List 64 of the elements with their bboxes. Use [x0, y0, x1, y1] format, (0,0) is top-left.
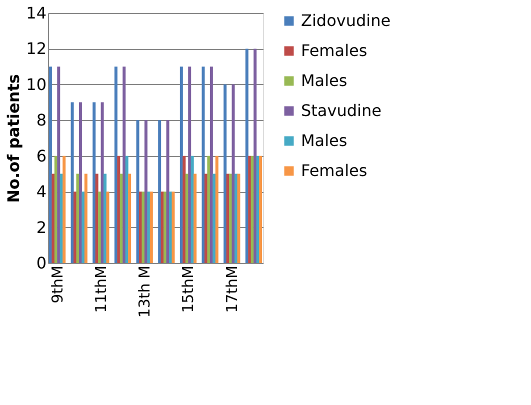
bar [48, 66, 52, 263]
bar [245, 48, 248, 263]
bar [150, 192, 153, 263]
bar [122, 66, 126, 263]
bar [76, 174, 80, 263]
x-tick-label: 11thM [92, 266, 110, 313]
y-tick-label: 12 [26, 39, 46, 58]
bar [207, 156, 210, 263]
bar [254, 48, 257, 263]
bar [128, 174, 132, 263]
bar [212, 174, 216, 263]
x-tick-label: 9thM [48, 266, 66, 304]
legend-label: Females [301, 161, 368, 180]
y-tick-label: 2 [36, 218, 46, 237]
bar [188, 66, 192, 263]
bar [215, 156, 218, 263]
bar [52, 174, 55, 263]
bar [202, 66, 205, 263]
legend-label: Females [301, 41, 368, 60]
y-tick-label: 14 [26, 4, 46, 22]
bar [172, 192, 175, 263]
legend-label: Males [301, 131, 348, 150]
bar [78, 102, 82, 263]
bar [57, 66, 60, 263]
y-axis-title: No.of patients [4, 74, 24, 203]
y-tick-label: 6 [36, 146, 46, 166]
bar [98, 192, 102, 263]
bar [136, 120, 140, 263]
bar [194, 174, 197, 263]
bar [70, 102, 74, 263]
x-tick-label: 15thM [179, 266, 198, 313]
bar [104, 174, 107, 263]
bar [62, 156, 66, 263]
bar [82, 192, 85, 263]
bar [117, 156, 120, 263]
bar [164, 192, 167, 263]
x-tick-label: 13th M [136, 266, 154, 318]
bar [84, 174, 88, 263]
bar [142, 192, 145, 263]
bar [232, 84, 235, 263]
bar [114, 66, 118, 263]
y-tick-label: 10 [26, 74, 46, 94]
bar [166, 120, 170, 263]
bar [210, 66, 213, 263]
legend-label: Zidovudine [301, 11, 391, 30]
bar [182, 156, 186, 263]
bar [92, 102, 96, 263]
bar [259, 156, 262, 263]
bar [224, 84, 227, 263]
y-tick-label: 4 [36, 182, 46, 202]
legend-label: Stavudine [301, 101, 382, 120]
legend-label: Males [301, 71, 348, 90]
bar [237, 174, 240, 263]
bar [229, 174, 232, 263]
bar [180, 66, 183, 263]
bar [144, 120, 148, 263]
bar [158, 120, 162, 263]
bar [147, 192, 150, 263]
bar [248, 156, 252, 263]
x-tick-label: 17thM [222, 266, 241, 313]
y-tick-label: 0 [36, 254, 46, 272]
bar [106, 192, 110, 263]
y-tick-label: 8 [36, 110, 46, 130]
bar [100, 102, 104, 263]
